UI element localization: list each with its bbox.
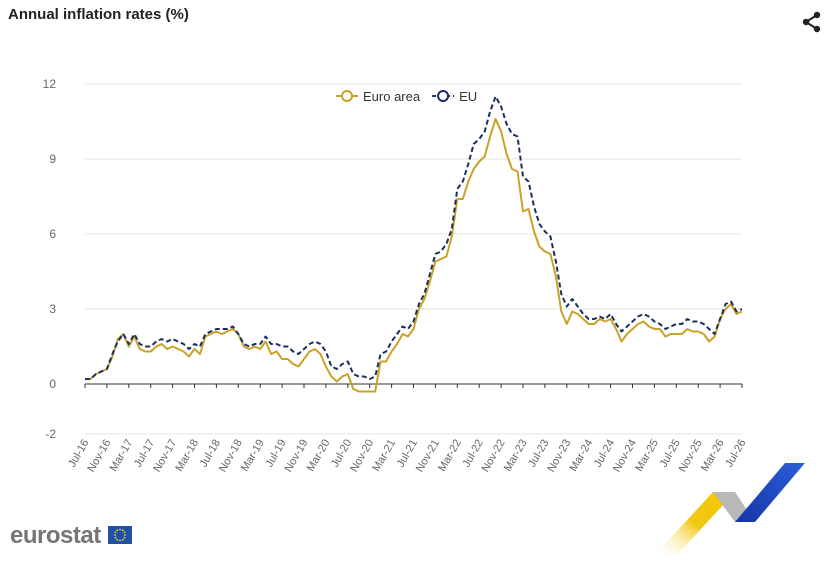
x-axis: Jul-16Nov-16Mar-17Jul-17Nov-17Mar-18Jul-…: [66, 383, 749, 474]
legend: Euro area EU: [336, 89, 477, 104]
legend-label-euro-area: Euro area: [363, 89, 421, 104]
legend-marker-euro-area: [341, 90, 353, 102]
y-tick-label: 9: [49, 152, 56, 166]
y-tick-label: 3: [49, 302, 56, 316]
series-line-eu: [85, 95, 743, 380]
eurostat-logo: eurostat: [10, 522, 101, 549]
y-tick-label: 6: [49, 227, 56, 241]
grid-lines: [85, 83, 742, 435]
share-button[interactable]: [800, 10, 824, 34]
series-line-euro-area: [85, 118, 743, 393]
y-tick-label: -2: [45, 427, 56, 441]
legend-label-eu: EU: [459, 89, 477, 104]
eu-flag-icon: [108, 526, 132, 544]
share-icon: [802, 11, 821, 33]
inflation-line-chart: -2 0 3 6 9 12 Jul-16Nov-16Mar-17Jul-17Nov-17M…: [43, 77, 749, 474]
y-tick-label: 0: [49, 377, 56, 391]
y-tick-label: 12: [43, 77, 57, 91]
y-axis: -2 0 3 6 9 12: [43, 77, 57, 441]
decorative-ribbon-graphic: [655, 463, 805, 555]
page-title: Annual inflation rates (%): [8, 6, 189, 23]
legend-marker-eu: [437, 90, 450, 102]
series-lines: [85, 95, 743, 393]
